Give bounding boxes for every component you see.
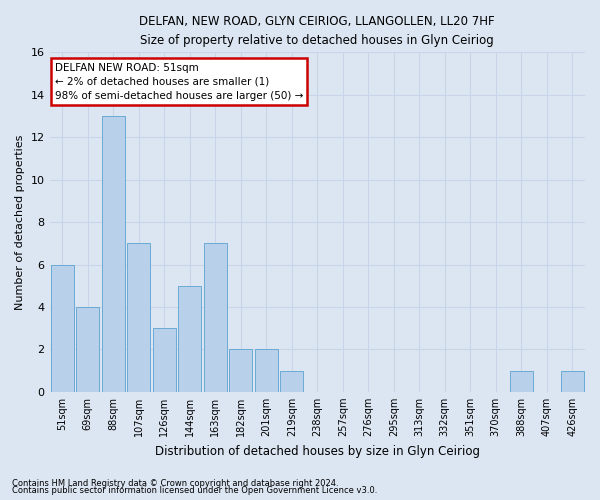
- Text: Contains HM Land Registry data © Crown copyright and database right 2024.: Contains HM Land Registry data © Crown c…: [12, 478, 338, 488]
- Bar: [76, 307, 99, 392]
- Bar: [229, 350, 252, 392]
- Text: Contains public sector information licensed under the Open Government Licence v3: Contains public sector information licen…: [12, 486, 377, 495]
- Bar: [51, 264, 74, 392]
- Bar: [510, 370, 533, 392]
- Bar: [153, 328, 176, 392]
- Bar: [204, 244, 227, 392]
- Bar: [280, 370, 303, 392]
- Bar: [255, 350, 278, 392]
- Y-axis label: Number of detached properties: Number of detached properties: [15, 134, 25, 310]
- Bar: [561, 370, 584, 392]
- Text: DELFAN NEW ROAD: 51sqm
← 2% of detached houses are smaller (1)
98% of semi-detac: DELFAN NEW ROAD: 51sqm ← 2% of detached …: [55, 62, 303, 100]
- Bar: [127, 244, 150, 392]
- Bar: [178, 286, 201, 392]
- X-axis label: Distribution of detached houses by size in Glyn Ceiriog: Distribution of detached houses by size …: [155, 444, 480, 458]
- Bar: [102, 116, 125, 392]
- Title: DELFAN, NEW ROAD, GLYN CEIRIOG, LLANGOLLEN, LL20 7HF
Size of property relative t: DELFAN, NEW ROAD, GLYN CEIRIOG, LLANGOLL…: [139, 15, 495, 47]
